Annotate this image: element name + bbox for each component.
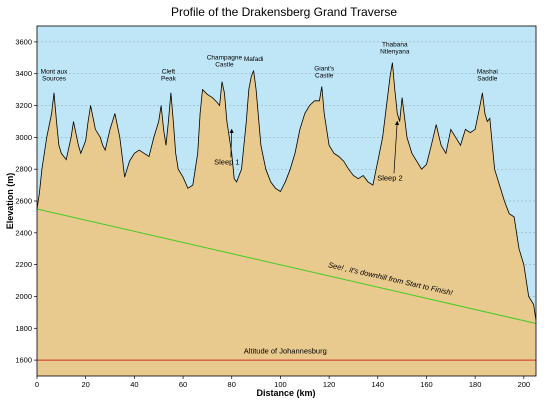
terrain-outline bbox=[36, 62, 537, 321]
terrain-area bbox=[37, 62, 536, 376]
sleep-label: Sleep 1 bbox=[214, 157, 239, 166]
y-tick-label: 2200 bbox=[15, 260, 32, 269]
x-tick-label: 200 bbox=[518, 380, 531, 389]
x-axis-ticks: 0 20 40 60 80 100 120 140 160 180 200 bbox=[35, 376, 530, 389]
peak-label: Thabana Ntlenyana bbox=[380, 42, 410, 56]
y-tick-label: 3200 bbox=[15, 101, 32, 110]
chart-title: Profile of the Drakensberg Grand Travers… bbox=[171, 5, 397, 19]
x-tick-label: 0 bbox=[35, 380, 39, 389]
peak-label: Giant's Castle bbox=[314, 66, 335, 80]
y-axis-ticks: 1600 1800 2000 2200 2400 2600 2800 3000 3200 3400… bbox=[15, 37, 37, 365]
y-tick-label: 2600 bbox=[15, 197, 32, 206]
peak-label: Cleft Peak bbox=[161, 69, 177, 83]
sleep-label: Sleep 2 bbox=[377, 173, 402, 182]
annotations: Sleep 1 Sleep 2 bbox=[214, 120, 403, 182]
x-tick-label: 120 bbox=[323, 380, 336, 389]
sleep-arrow bbox=[229, 128, 234, 158]
y-tick-label: 1800 bbox=[15, 324, 32, 333]
peak-label: Champagne Castle bbox=[207, 54, 243, 68]
x-axis-label: Distance (km) bbox=[256, 388, 315, 398]
peak-label: Mashai Saddle bbox=[477, 69, 498, 83]
downhill-slope-line bbox=[36, 208, 537, 324]
y-tick-label: 2800 bbox=[15, 165, 32, 174]
y-tick-label: 3600 bbox=[15, 37, 32, 46]
peak-label: Mont aux Sources bbox=[41, 69, 68, 83]
y-tick-label: 3400 bbox=[15, 69, 32, 78]
johannesburg-altitude-label: Altitude of Johannesburg bbox=[244, 347, 327, 356]
peak-label: Mafadi bbox=[244, 56, 264, 63]
x-tick-label: 100 bbox=[274, 380, 287, 389]
y-tick-label: 3000 bbox=[15, 133, 32, 142]
x-tick-label: 60 bbox=[179, 380, 187, 389]
y-tick-label: 2000 bbox=[15, 292, 32, 301]
x-tick-label: 180 bbox=[469, 380, 482, 389]
sleep-arrow bbox=[393, 120, 400, 174]
x-tick-label: 160 bbox=[420, 380, 433, 389]
x-tick-label: 80 bbox=[228, 380, 236, 389]
y-tick-label: 1600 bbox=[15, 356, 32, 365]
x-tick-label: 40 bbox=[130, 380, 138, 389]
x-tick-label: 20 bbox=[82, 380, 90, 389]
y-axis-label: Elevation (m) bbox=[5, 173, 15, 230]
y-tick-label: 2400 bbox=[15, 228, 32, 237]
x-tick-label: 140 bbox=[372, 380, 385, 389]
